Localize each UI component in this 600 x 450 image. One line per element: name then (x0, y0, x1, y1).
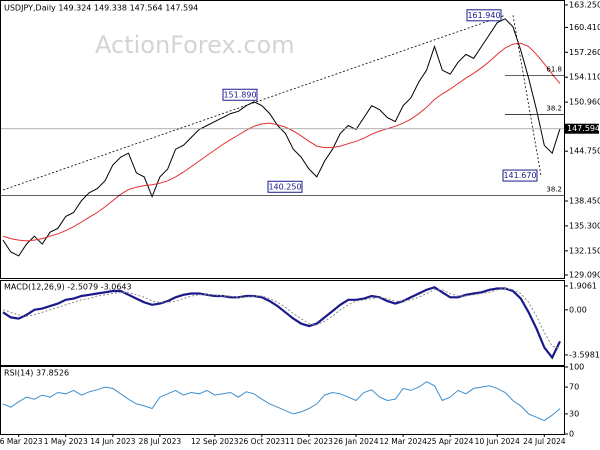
annotation-label: 161.940 (467, 11, 500, 20)
x-tick-label: 14 Jun 2023 (90, 437, 135, 446)
x-tick-label: 1 May 2023 (44, 437, 88, 446)
series-line (2, 18, 561, 257)
y-tick-label: 129.090 (569, 270, 600, 279)
macd-panel (0, 280, 565, 366)
y-tick-label: 138.450 (569, 197, 600, 206)
chart-title: USDJPY,Daily 149.324 149.338 147.564 147… (4, 4, 198, 13)
fib-level-label: 38.2 (546, 185, 562, 193)
annotation-label: 140.250 (268, 182, 301, 191)
x-tick-label: 12 Mar 2024 (379, 437, 427, 446)
y-tick-label: 30 (569, 409, 579, 418)
y-tick-label: 150.960 (569, 98, 600, 107)
series-line (2, 42, 561, 242)
fib-swing (512, 15, 542, 176)
y-tick-label: 154.110 (569, 73, 600, 82)
annotation-box (222, 88, 258, 101)
y-tick-label: 144.750 (569, 147, 600, 156)
y-tick-label: 132.150 (569, 246, 600, 255)
y-tick-label: 0.00 (569, 305, 587, 314)
annotation-label: 151.890 (223, 90, 256, 99)
x-tick-label: 11 Dec 2023 (285, 437, 333, 446)
y-tick-label: 163.250 (569, 0, 600, 9)
y-tick-label: -3.5981 (569, 350, 600, 359)
last-price-box (565, 123, 599, 134)
x-tick-label: 26 Oct 2023 (239, 437, 286, 446)
last-price-label: 147.594 (567, 124, 600, 133)
x-tick-label: 10 Jun 2024 (475, 437, 520, 446)
y-tick-label: 157.260 (569, 48, 600, 57)
annotation-box (502, 169, 538, 182)
annotation-box (267, 180, 303, 193)
series-line (2, 381, 561, 422)
x-tick-label: 26 Jan 2024 (334, 437, 379, 446)
x-tick-label: 16 Mar 2023 (0, 437, 43, 446)
series-line (2, 287, 561, 349)
rsi-title: RSI(14) 37.8526 (4, 369, 69, 378)
y-tick-label: 1.9061 (569, 281, 597, 290)
annotation-label: 141.670 (503, 171, 536, 180)
series-line (2, 286, 561, 360)
x-tick-label: 25 Apr 2024 (427, 437, 474, 446)
annotation-box (466, 9, 502, 22)
y-tick-label: 70 (569, 383, 579, 392)
y-tick-label: 160.410 (569, 23, 600, 32)
watermark: ActionForex.com (95, 31, 295, 59)
x-tick-label: 24 Jul 2024 (523, 437, 566, 446)
fib-level-label: 38.2 (546, 105, 562, 113)
fib-level-label: 61.8 (546, 66, 562, 74)
y-tick-label: 100 (569, 363, 584, 372)
macd-title: MACD(12,26,9) -2.5079 -3.0643 (4, 283, 132, 292)
y-tick-label: 135.300 (569, 221, 600, 230)
y-tick-label: 0 (569, 430, 574, 439)
x-tick-label: 28 Jul 2023 (139, 437, 182, 446)
x-tick-label: 12 Sep 2023 (191, 437, 239, 446)
trendline (2, 14, 506, 191)
rsi-panel (0, 366, 565, 435)
price-panel (0, 0, 565, 279)
